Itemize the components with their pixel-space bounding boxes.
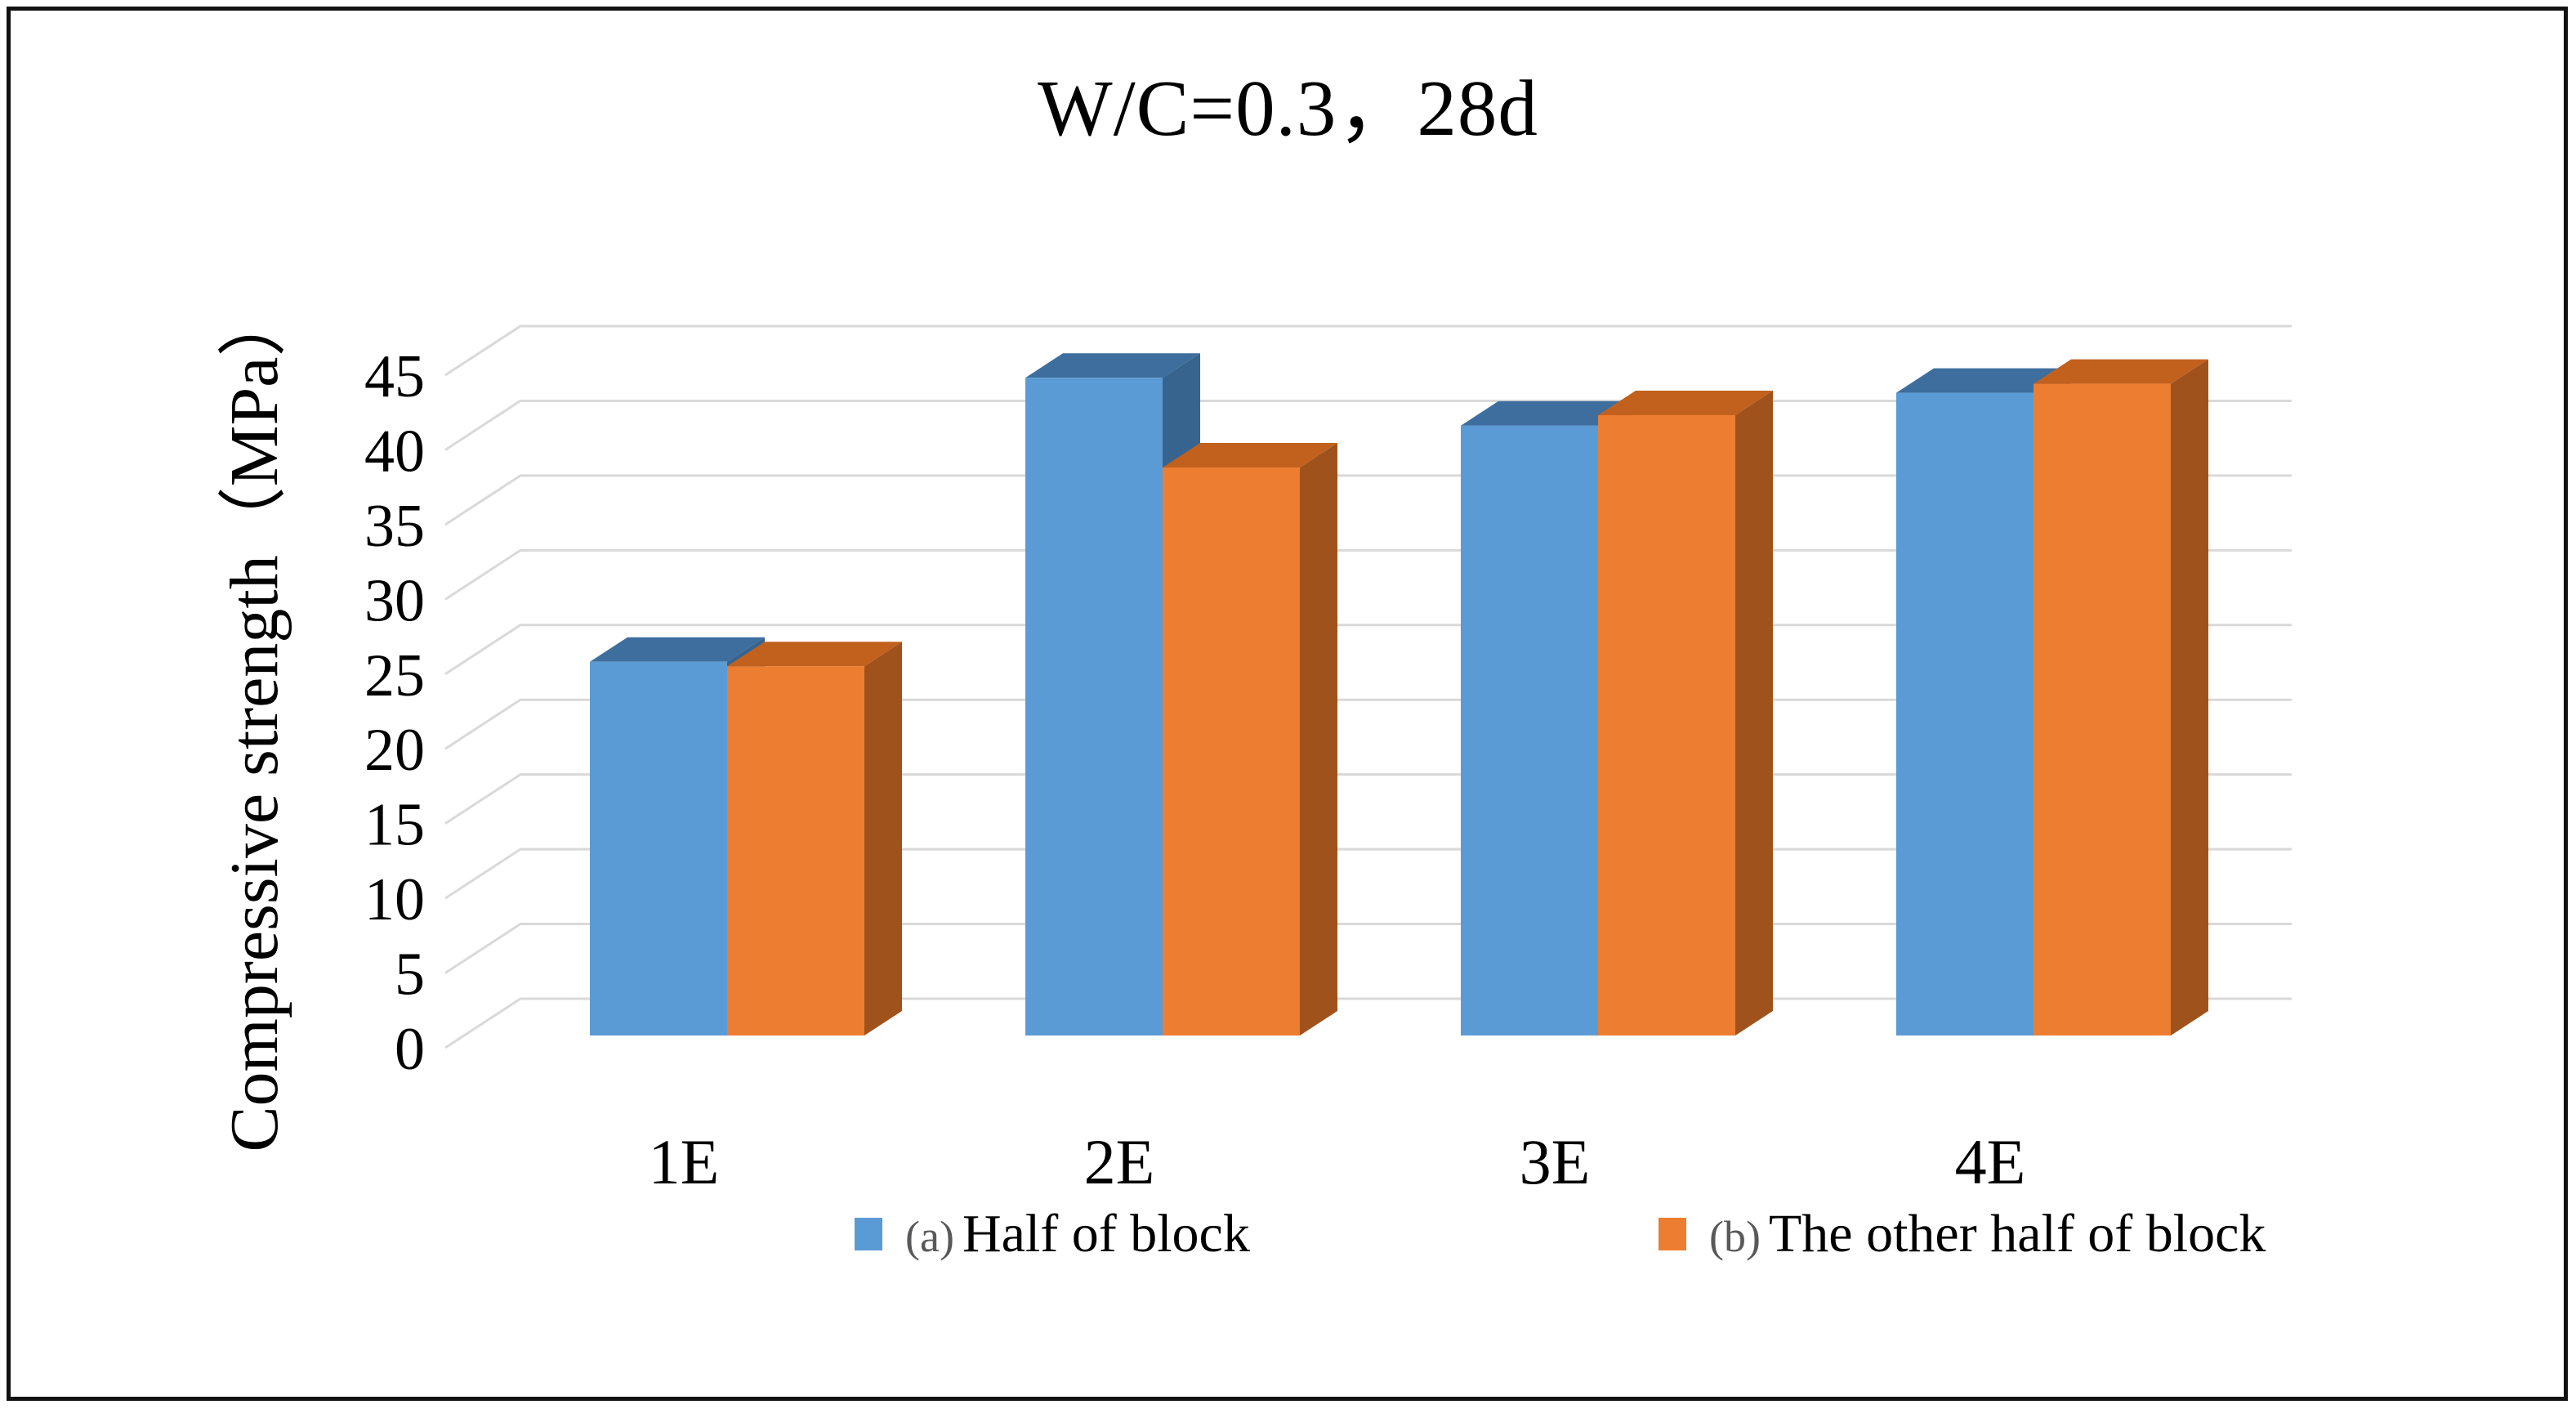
bar-top-4E-s1 — [2034, 359, 2208, 384]
legend-label: The other half of block — [1768, 1204, 2266, 1264]
bar-top-1E-s1 — [727, 642, 902, 667]
bar-4E-s1 — [2034, 383, 2171, 1036]
y-tick-label: 5 — [395, 942, 425, 1009]
bar-3E-s0 — [1461, 425, 1598, 1036]
legend-prefix: (b) — [1709, 1212, 1761, 1261]
chart-title: W/C=0.3，28d — [1038, 65, 1538, 152]
bar-4E-s0 — [1896, 392, 2034, 1036]
category-label-4E: 4E — [1955, 1126, 2026, 1197]
legend-label: Half of block — [962, 1204, 1250, 1264]
bar-top-3E-s0 — [1461, 400, 1636, 426]
legend-item-other-half-of-block: (b) The other half of block — [1659, 1203, 2266, 1265]
y-tick-label: 0 — [395, 1016, 425, 1083]
y-tick-label: 30 — [364, 567, 425, 634]
y-tick-label: 10 — [364, 866, 425, 933]
bar-side-4E-s1 — [2171, 359, 2208, 1036]
legend-text: (a) Half of block — [905, 1203, 1250, 1265]
legend-swatch-orange-icon — [1659, 1218, 1686, 1250]
bar-2E-s0 — [1025, 378, 1163, 1036]
category-label-1E: 1E — [649, 1126, 720, 1197]
bar-side-3E-s1 — [1735, 391, 1773, 1036]
bar-top-2E-s1 — [1163, 443, 1337, 468]
y-tick-label: 40 — [364, 418, 425, 485]
category-label-2E: 2E — [1084, 1126, 1155, 1197]
y-tick-label: 25 — [364, 642, 425, 709]
gridline — [444, 324, 2292, 377]
bar-top-4E-s0 — [1896, 368, 2071, 393]
legend-item-half-of-block: (a) Half of block — [855, 1203, 1250, 1265]
y-axis-title: Compressive strength（MPa） — [217, 288, 292, 1152]
legend-text: (b) The other half of block — [1709, 1203, 2266, 1265]
y-tick-label: 15 — [364, 792, 425, 859]
y-tick-label: 35 — [364, 493, 425, 560]
bar-2E-s1 — [1163, 467, 1300, 1036]
y-tick-label: 20 — [364, 717, 425, 784]
legend-swatch-blue-icon — [855, 1218, 882, 1250]
bar-side-2E-s1 — [1300, 443, 1337, 1036]
bar-top-2E-s0 — [1025, 353, 1200, 378]
category-label-3E: 3E — [1520, 1126, 1591, 1197]
bar-1E-s1 — [727, 666, 864, 1036]
bar-3E-s1 — [1598, 415, 1735, 1036]
bar-top-1E-s0 — [590, 637, 765, 662]
legend-prefix: (a) — [905, 1212, 954, 1261]
legend: (a) Half of block (b) The other half of bl… — [0, 1203, 2576, 1277]
bar-side-1E-s1 — [864, 642, 902, 1036]
bar-1E-s0 — [590, 661, 727, 1036]
y-tick-label: 45 — [364, 343, 425, 410]
bar-top-3E-s1 — [1598, 391, 1773, 416]
